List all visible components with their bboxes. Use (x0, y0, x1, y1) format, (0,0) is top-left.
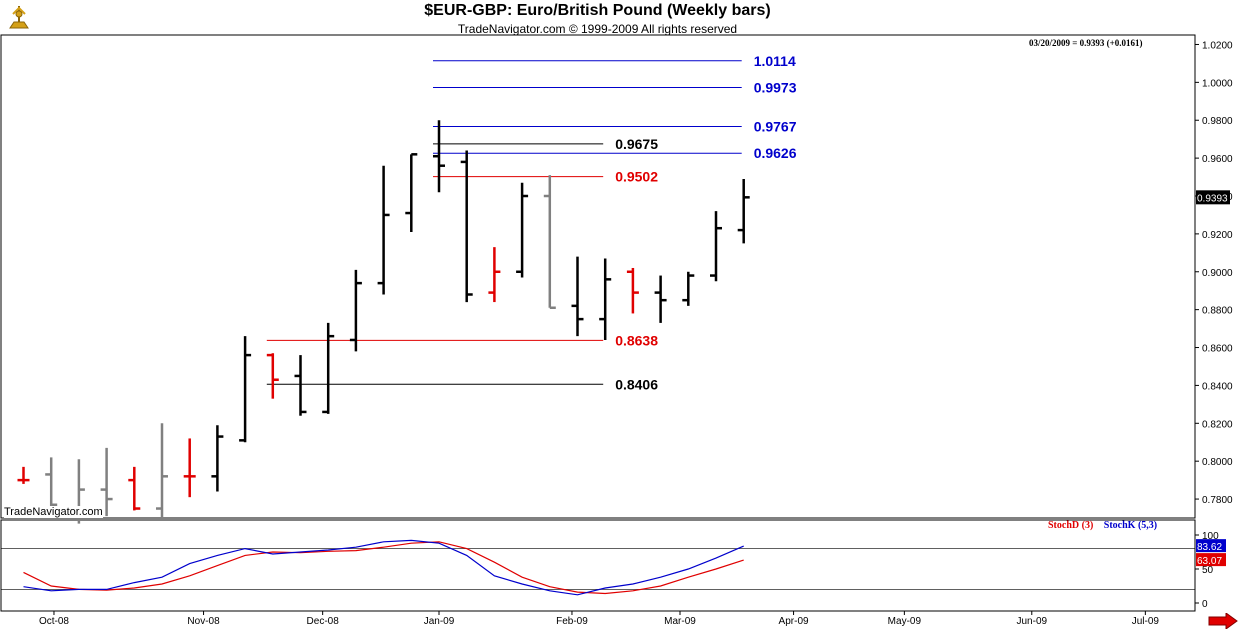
price-bar (294, 355, 307, 416)
price-bar (571, 256, 584, 337)
price-bar (737, 178, 750, 244)
price-panel-frame (0, 34, 1196, 519)
x-tick-label: Oct-08 (39, 616, 69, 627)
stoch-series-line (23, 539, 744, 596)
x-tick-label: Mar-09 (664, 616, 696, 627)
level-label: 0.9973 (754, 79, 797, 95)
legend-stochd: StochD (3) (1048, 520, 1094, 531)
stoch-last-box (1196, 553, 1226, 567)
price-bar (599, 258, 612, 340)
legend-stochk: StochK (5,3) (1103, 520, 1158, 531)
y-tick-label: 0.8000 (1202, 457, 1233, 468)
price-bar (405, 153, 418, 232)
price-bar (156, 423, 168, 518)
price-bar (682, 271, 695, 306)
y-tick-label: 1.0000 (1202, 78, 1233, 89)
price-bar (377, 165, 390, 295)
last-quote-label: 03/20/2009 = 0.9393 (+0.0161) (1029, 38, 1143, 48)
y-tick-label: 0.7800 (1202, 495, 1233, 506)
price-bar (349, 269, 362, 352)
stoch-panel-frame (0, 519, 1196, 612)
price-bar (17, 466, 30, 484)
level-label: 1.0114 (754, 53, 796, 69)
y-tick-label: 0.9600 (1202, 154, 1233, 165)
level-label: 0.9675 (615, 136, 658, 152)
x-tick-label: May-09 (888, 616, 922, 627)
stoch-tick-label: 50 (1202, 565, 1214, 576)
watermark-label: TradeNavigator.com (4, 506, 103, 518)
y-tick-label: 0.8600 (1202, 344, 1233, 355)
level-label: 0.8638 (615, 332, 658, 348)
y-tick-label: 1.0200 (1202, 40, 1233, 51)
price-bar (322, 322, 335, 414)
chart-title: $EUR-GBP: Euro/British Pound (Weekly bar… (424, 2, 771, 19)
price-bar (239, 336, 252, 443)
y-tick-label: 0.8400 (1202, 381, 1233, 392)
y-tick-label: 0.9800 (1202, 116, 1233, 127)
y-tick-label: 0.8800 (1202, 306, 1233, 317)
price-bar (266, 353, 279, 399)
y-tick-label: 0.8200 (1202, 419, 1233, 430)
stoch-tick-label: 0 (1202, 599, 1208, 610)
y-tick-label: 0.9200 (1202, 230, 1233, 241)
price-bar (100, 447, 113, 517)
price-bar (626, 267, 639, 314)
x-tick-label: Jul-09 (1132, 616, 1160, 627)
price-bar (516, 182, 529, 278)
x-tick-label: Dec-08 (307, 616, 340, 627)
stochastics-legend: StochD (3) StochK (5,3) (1048, 520, 1157, 531)
price-bar (433, 120, 445, 193)
level-label: 0.9502 (615, 169, 658, 185)
price-bar (654, 275, 667, 323)
price-bar (45, 457, 58, 515)
price-bar (183, 438, 196, 498)
price-bar (211, 425, 224, 492)
x-tick-label: Nov-08 (187, 616, 220, 627)
x-tick-label: Jun-09 (1016, 616, 1047, 627)
y-tick-label: 0.9000 (1202, 268, 1233, 279)
price-bar (710, 211, 722, 282)
x-tick-label: Jan-09 (424, 616, 455, 627)
stoch-last-box (1196, 539, 1226, 553)
x-tick-label: Feb-09 (556, 616, 588, 627)
scroll-right-arrow-icon[interactable] (1208, 613, 1238, 629)
level-label: 0.9626 (754, 145, 797, 161)
price-bar (488, 247, 501, 303)
last-price-label: 0.9393 (1197, 193, 1228, 204)
stoch-tick-label: 100 (1202, 531, 1219, 542)
price-bar (543, 175, 556, 310)
x-tick-label: Apr-09 (779, 616, 809, 627)
chart-subtitle: TradeNavigator.com © 1999-2009 All right… (457, 22, 738, 36)
price-bar (128, 466, 141, 511)
level-label: 0.8406 (615, 376, 658, 392)
stoch-series-line (23, 541, 744, 595)
level-label: 0.9767 (754, 118, 797, 134)
stoch-last-label: 63.07 (1197, 556, 1222, 567)
trade-navigator-logo-icon (5, 3, 33, 31)
price-bar (460, 150, 473, 303)
stoch-last-label: 83.62 (1197, 542, 1222, 553)
last-price-box (1196, 190, 1230, 205)
